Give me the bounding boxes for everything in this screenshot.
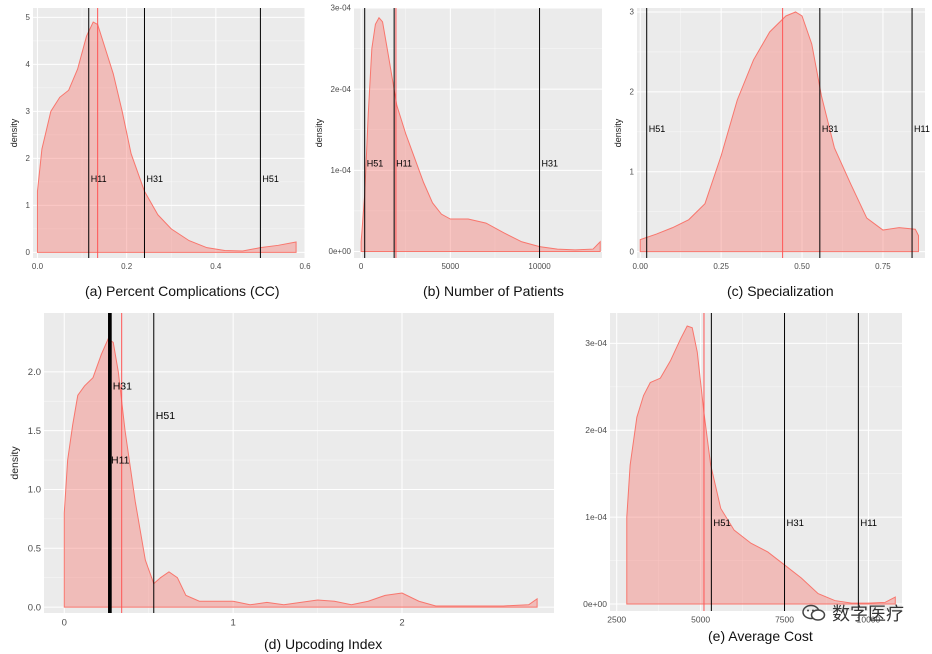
reference-label-h51: H51 <box>262 174 279 184</box>
y-tick-label: 4 <box>26 60 31 69</box>
y-tick-label: 2e-04 <box>585 425 607 435</box>
reference-label-h51: H51 <box>649 124 666 134</box>
x-tick-label: 5000 <box>691 615 710 625</box>
x-tick-label: 0.00 <box>632 262 648 271</box>
x-tick-label: 7500 <box>775 615 794 625</box>
x-tick-label: 0.50 <box>794 262 810 271</box>
y-tick-label: 1.0 <box>28 485 41 496</box>
y-axis-label: density <box>9 446 21 480</box>
y-tick-label: 5 <box>26 13 31 22</box>
y-tick-label: 1 <box>630 167 635 176</box>
reference-label-h11: H11 <box>396 158 412 168</box>
x-tick-label: 0 <box>359 262 364 271</box>
y-axis-label: density <box>9 118 19 147</box>
x-tick-label: 0 <box>62 618 67 629</box>
plot-background <box>354 8 602 258</box>
reference-label-h31: H31 <box>146 174 163 184</box>
reference-label-h11: H11 <box>914 124 930 134</box>
x-tick-label: 2 <box>399 618 404 629</box>
reference-label-h11: H11 <box>111 455 130 467</box>
reference-label-h11: H11 <box>91 174 107 184</box>
y-tick-label: 1 <box>26 201 31 210</box>
x-tick-label: 2500 <box>607 615 626 625</box>
x-tick-label: 0.25 <box>713 262 729 271</box>
y-tick-label: 3e-04 <box>331 4 352 13</box>
reference-label-h51: H51 <box>713 518 730 529</box>
density-area <box>360 16 601 253</box>
x-tick-label: 0.6 <box>299 262 311 271</box>
y-tick-label: 3 <box>26 107 31 116</box>
x-tick-label: 5000 <box>441 262 459 271</box>
chart-d: 0 1 2 0.0 0.5 1.0 1.5 2.0 density H11 H31 H51 (d) U… <box>0 305 560 654</box>
y-tick-label: 0 <box>630 247 635 256</box>
chart-b-svg: 0 5000 10000 0e+00 1e-04 2e-04 3e-04 density H51… <box>314 4 602 271</box>
caption-c: (c) Specialization <box>727 283 834 299</box>
x-tick-label: 0.2 <box>121 262 133 271</box>
reference-label-h31: H31 <box>113 380 132 392</box>
y-tick-label: 1e-04 <box>585 512 607 522</box>
caption-d: (d) Upcoding Index <box>264 636 383 652</box>
y-tick-label: 2 <box>630 88 635 97</box>
y-tick-label: 0.5 <box>28 543 41 554</box>
chart-a-svg: 0.0 0.2 0.4 0.6 0 1 2 3 4 5 density H11 H31 H51 <box>9 8 311 271</box>
x-tick-label: 0.75 <box>875 262 891 271</box>
y-axis-label: density <box>613 118 623 147</box>
y-axis-label: density <box>314 118 324 147</box>
y-tick-label: 2e-04 <box>331 85 352 94</box>
y-tick-label: 0.0 <box>28 602 41 613</box>
reference-label-h31: H31 <box>822 124 839 134</box>
y-tick-label: 3e-04 <box>585 338 607 348</box>
y-tick-label: 2.0 <box>28 367 41 378</box>
watermark-text: 数字医疗 <box>832 604 904 625</box>
caption-b: (b) Number of Patients <box>423 283 564 299</box>
x-tick-label: 0.0 <box>32 262 44 271</box>
chart-e: 2500 5000 7500 10000 0e+00 1e-04 2e-04 3e-04 H51… <box>560 305 932 654</box>
density-area <box>626 325 896 605</box>
wechat-logo-icon <box>802 604 826 621</box>
y-tick-label: 2 <box>26 154 31 163</box>
x-tick-label: 1 <box>230 618 235 629</box>
plot-background <box>637 8 925 258</box>
x-tick-label: 10000 <box>857 615 881 625</box>
chart-c-svg: 0.00 0.25 0.50 0.75 0 1 2 3 density H51 H31 H11 <box>613 8 930 271</box>
y-tick-label: 0 <box>26 248 31 257</box>
chart-b: 0 5000 10000 0e+00 1e-04 2e-04 3e-04 density H51… <box>310 0 610 305</box>
caption-a: (a) Percent Complications (CC) <box>85 283 280 299</box>
x-tick-label: 0.4 <box>210 262 222 271</box>
reference-label-h51: H51 <box>156 410 175 422</box>
chart-c: 0.00 0.25 0.50 0.75 0 1 2 3 density H51 H31 H11 (c)… <box>610 0 932 305</box>
caption-e: (e) Average Cost <box>708 628 813 644</box>
watermark: 数字医疗 <box>802 600 904 626</box>
x-tick-label: 10000 <box>528 262 551 271</box>
reference-label-h31: H31 <box>542 158 559 168</box>
y-tick-label: 3 <box>630 8 635 17</box>
reference-label-h11: H11 <box>860 518 877 529</box>
density-area <box>36 21 297 253</box>
y-tick-label: 0e+00 <box>583 599 607 609</box>
chart-e-svg: 2500 5000 7500 10000 0e+00 1e-04 2e-04 3e-04 H51… <box>583 313 902 625</box>
density-area <box>639 11 920 253</box>
reference-label-h51: H51 <box>367 158 384 168</box>
plot-background <box>44 313 554 613</box>
chart-a: 0.0 0.2 0.4 0.6 0 1 2 3 4 5 density H11 H31 H51 (a) P… <box>0 0 311 305</box>
reference-label-h31: H31 <box>787 518 804 529</box>
y-tick-label: 1.5 <box>28 426 41 437</box>
chart-d-svg: 0 1 2 0.0 0.5 1.0 1.5 2.0 density H11 H31 H51 <box>9 313 554 629</box>
y-tick-label: 0e+00 <box>329 247 352 256</box>
y-tick-label: 1e-04 <box>331 166 352 175</box>
plot-background <box>33 8 305 258</box>
